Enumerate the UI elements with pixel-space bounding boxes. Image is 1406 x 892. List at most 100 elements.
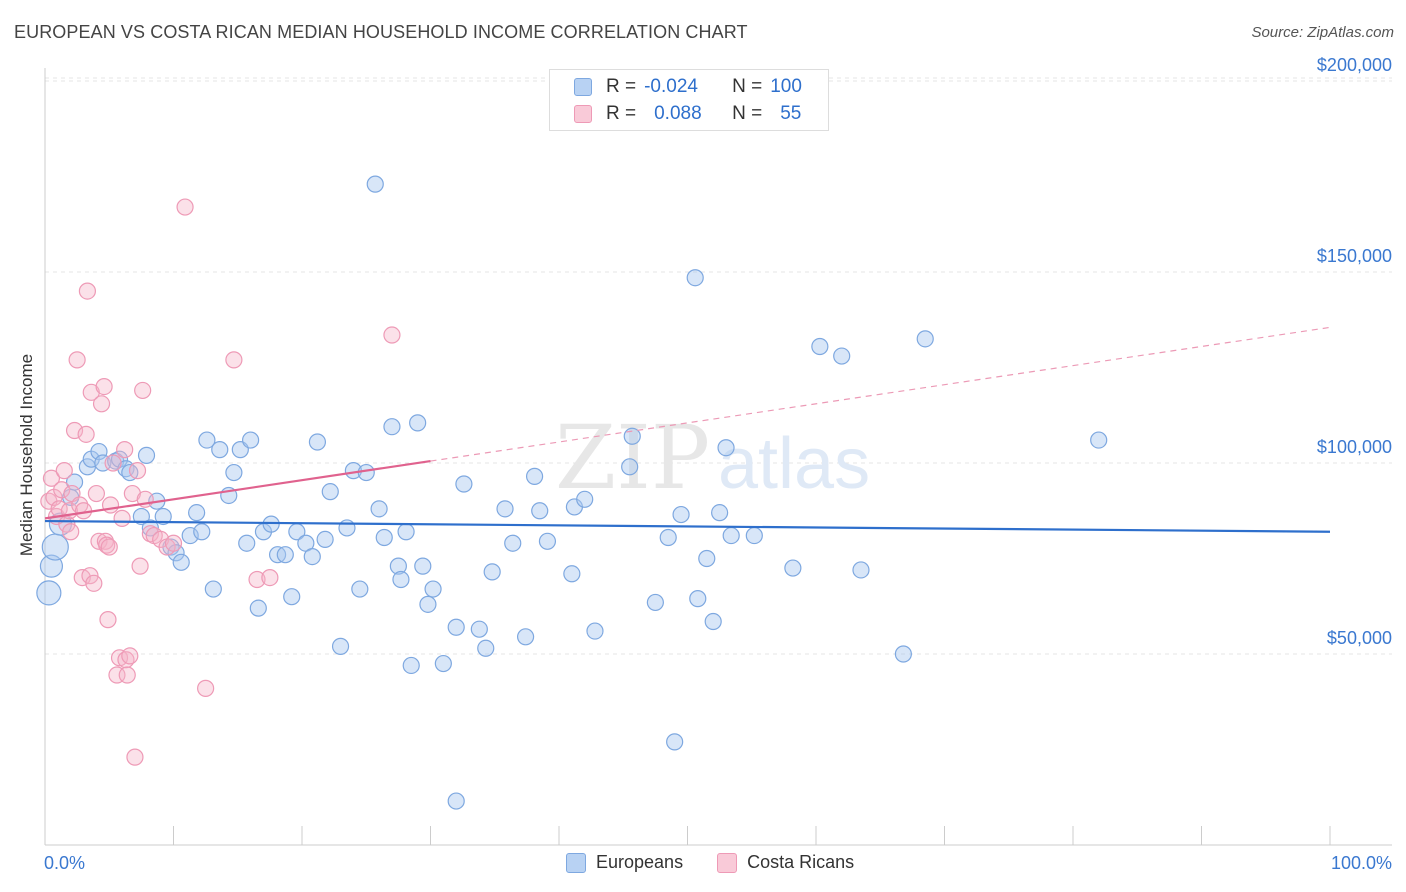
european-point <box>211 441 229 459</box>
european-point <box>704 612 722 631</box>
europeans-swatch <box>566 852 586 873</box>
european-point <box>204 580 222 598</box>
european-point <box>434 654 452 673</box>
costa-rican-point <box>62 523 80 541</box>
correlation-legend: R = -0.024 N = 100 R = 0.088 N = 55 <box>549 69 829 131</box>
series-legend: Europeans Costa Ricans <box>566 852 888 873</box>
costa-rican-point <box>101 496 120 514</box>
european-point <box>745 526 763 545</box>
european-point <box>262 515 280 533</box>
european-point <box>686 269 704 287</box>
source-label: Source: ZipAtlas.com <box>1251 24 1394 41</box>
european-point <box>477 639 495 657</box>
european-point <box>338 519 356 537</box>
y-tick-label: $100,000 <box>1317 437 1392 457</box>
costa-rican-point <box>383 326 401 344</box>
european-point <box>672 505 690 524</box>
costa-ricans-swatch <box>574 105 592 123</box>
legend-r-label: R = <box>606 76 637 97</box>
european-point <box>531 502 549 520</box>
costa-rican-point <box>68 351 86 369</box>
tick-labels: $50,000 $100,000 $150,000 $200,000 0.0% 100.0… <box>44 55 1392 873</box>
costa-rican-point <box>90 532 108 550</box>
european-point <box>39 554 64 578</box>
european-point <box>308 433 327 451</box>
european-point <box>621 458 639 476</box>
european-point <box>283 588 301 606</box>
costa-rican-point <box>98 536 116 554</box>
european-point <box>402 656 420 675</box>
european-point <box>563 565 581 583</box>
costa-rican-point <box>248 570 266 589</box>
european-point <box>321 483 339 501</box>
legend-n-label: N = <box>732 76 763 97</box>
european-point <box>331 637 350 655</box>
europeans-swatch <box>574 78 592 96</box>
costa-rican-point <box>131 557 149 575</box>
european-point <box>41 533 69 561</box>
european-point <box>504 534 522 552</box>
costa-rican-point <box>100 538 118 556</box>
legend-r-value: -0.024 <box>644 76 698 97</box>
european-point <box>414 557 432 575</box>
costa-rican-point <box>78 282 97 300</box>
european-point <box>137 446 156 464</box>
european-point <box>172 553 190 571</box>
european-point <box>370 500 388 518</box>
european-point <box>711 504 729 522</box>
costa-ricans-label: Costa Ricans <box>747 852 855 872</box>
costa-rican-point <box>42 469 61 487</box>
european-point <box>811 337 829 356</box>
european-point <box>188 504 206 522</box>
european-point <box>238 534 256 552</box>
european-point <box>717 439 735 457</box>
european-point <box>316 530 334 549</box>
y-tick-label: $50,000 <box>1327 628 1392 648</box>
european-point <box>366 175 384 193</box>
costa-rican-point <box>261 568 279 587</box>
european-point <box>424 580 442 598</box>
costa-rican-point <box>126 748 144 766</box>
european-point <box>447 618 465 636</box>
european-point <box>455 475 473 493</box>
european-point <box>698 549 716 568</box>
axes <box>44 68 1392 846</box>
european-point <box>198 431 216 449</box>
european-point <box>1090 431 1108 449</box>
costa-rican-point <box>53 481 71 499</box>
legend-item-costa-ricans: Costa Ricans <box>717 852 854 873</box>
european-point <box>419 595 437 613</box>
x-tick-label: 100.0% <box>1331 853 1392 873</box>
european-point <box>784 559 802 577</box>
chart-title: EUROPEAN VS COSTA RICAN MEDIAN HOUSEHOLD… <box>14 22 748 42</box>
costa-rican-point <box>164 534 183 552</box>
european-point <box>447 792 465 810</box>
costa-rican-point <box>134 381 152 400</box>
costa-ricans-trend-extension <box>430 326 1331 462</box>
watermark-zip: ZIP <box>555 406 710 509</box>
costa-rican-point <box>85 574 103 592</box>
european-point <box>470 620 488 638</box>
european-point <box>383 418 401 436</box>
european-point <box>389 557 407 575</box>
european-point <box>483 563 501 581</box>
costa-rican-point <box>77 425 95 443</box>
european-point <box>916 330 934 348</box>
european-point <box>303 547 321 566</box>
european-point <box>666 733 684 751</box>
european-point <box>154 507 172 526</box>
european-point <box>722 526 740 545</box>
costa-rican-point <box>176 198 194 216</box>
european-point <box>576 490 594 508</box>
europeans-points <box>36 175 1108 810</box>
european-point <box>496 500 514 518</box>
european-point <box>167 544 185 562</box>
legend-n-label: N = <box>732 103 763 124</box>
european-point <box>409 414 427 432</box>
european-point <box>132 507 150 526</box>
european-point <box>516 628 535 646</box>
costa-rican-point <box>87 484 106 503</box>
european-point <box>242 431 260 449</box>
legend-r-value: 0.088 <box>654 103 702 124</box>
costa-rican-point <box>116 441 134 459</box>
